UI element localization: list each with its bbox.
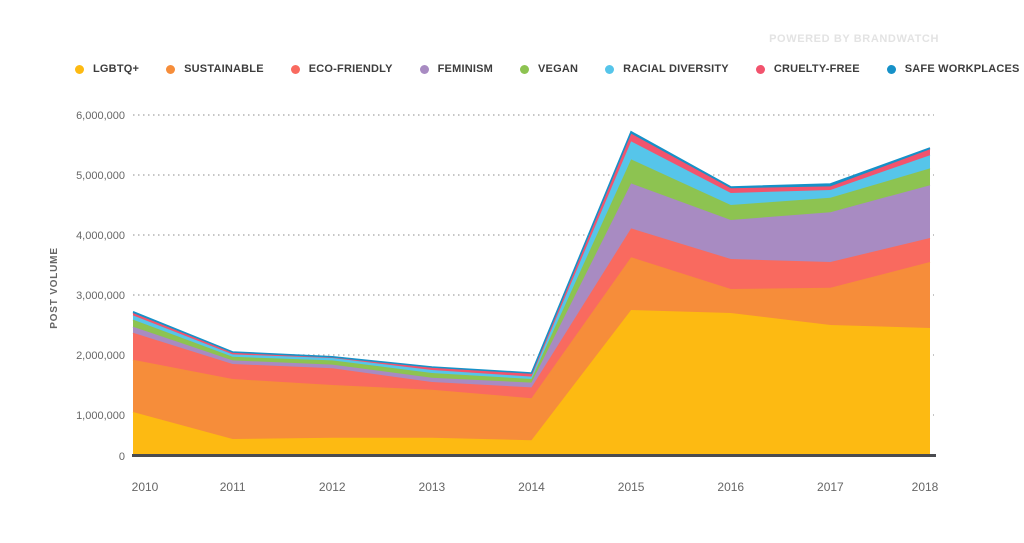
line-safe-workplaces [132,130,931,374]
y-tick-label: 4,000,000 [76,230,125,242]
area-sustainable [133,257,930,441]
x-tick-label: 2018 [912,480,939,494]
legend-item-label: FEMINISM [437,63,494,75]
area-vegan [133,159,930,383]
x-tick-label: 2015 [618,480,645,494]
area-feminism [133,183,930,388]
legend-dot-icon [75,64,84,74]
legend-dot-icon [755,64,765,74]
legend-dot-icon [290,64,300,74]
legend-item-vegan[interactable]: VEGAN [520,63,578,75]
legend-item-safe-workplaces[interactable]: SAFE WORKPLACES [886,63,1020,75]
legend-item-racial-diversity[interactable]: RACIAL DIVERSITY [605,63,729,75]
y-tick-label: 2,000,000 [76,350,125,362]
legend-item-lgbtq[interactable]: LGBTQ+ [75,63,139,75]
legend-dot-icon [419,64,429,74]
legend-item-feminism[interactable]: FEMINISM [419,63,494,75]
legend-item-label: SUSTAINABLE [184,63,264,75]
legend-item-label: CRUELTY-FREE [773,63,860,75]
legend-dot-icon [886,64,896,74]
legend-item-label: VEGAN [538,63,579,75]
y-tick-label: 0 [119,451,125,463]
x-tick-label: 2017 [817,480,844,494]
legend-item-sustainable[interactable]: SUSTAINABLE [166,63,264,75]
y-tick-label: 3,000,000 [76,290,125,302]
y-tick-label: 5,000,000 [76,170,125,182]
area-lgbtq [133,310,930,456]
legend-dot-icon [520,64,530,74]
y-tick-label: 6,000,000 [76,110,125,122]
legend-item-eco-friendly[interactable]: ECO-FRIENDLY [290,63,393,75]
legend-dot-icon [605,64,615,74]
x-tick-label: 2016 [717,480,744,494]
legend-item-label: RACIAL DIVERSITY [623,63,729,75]
y-axis-title: POST VOLUME [49,247,60,329]
area-eco-friendly [133,228,930,399]
powered-by-brandwatch-label: POWERED BY BRANDWATCH [769,33,939,45]
legend-item-label: SAFE WORKPLACES [904,63,1020,75]
area-racial-diversity [133,141,930,379]
x-tick-label: 2010 [132,480,159,494]
y-axis-tick-labels: 0 1,000,000 2,000,000 3,000,000 4,000,000 5,0… [76,110,125,463]
legend-item-label: ECO-FRIENDLY [308,63,393,75]
x-tick-label: 2011 [220,480,246,494]
legend-item-cruelty-free[interactable]: CRUELTY-FREE [755,63,860,75]
x-tick-label: 2012 [319,480,346,494]
legend-dot-icon [166,64,176,74]
x-tick-label: 2013 [419,480,446,494]
chart-legend: LGBTQ+ SUSTAINABLE ECO-FRIENDLY FEMINISM VEG… [75,63,1019,75]
x-tick-label: 2014 [518,480,545,494]
legend-item-label: LGBTQ+ [93,63,140,75]
y-tick-label: 1,000,000 [76,410,125,422]
area-series-group [132,130,931,456]
x-axis-tick-labels: 2010 2011 2012 2013 2014 2015 2016 2017 2018 [132,480,939,494]
